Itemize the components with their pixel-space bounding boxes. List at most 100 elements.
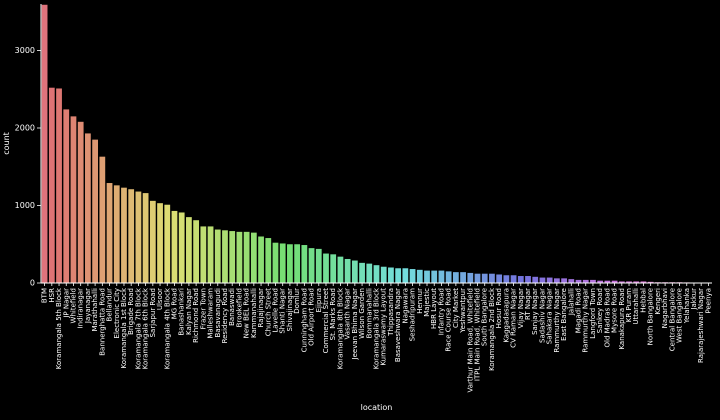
x-tick-label: Old Madras Road: [603, 288, 611, 348]
bar: [582, 279, 589, 283]
bar: [481, 273, 488, 283]
bar: [431, 270, 438, 283]
x-tick-label: Jeevan Bhima Nagar: [351, 288, 359, 361]
bar: [85, 133, 91, 283]
x-tick-label: Kengeri: [654, 288, 662, 315]
x-tick-label: Vijay Nagar: [517, 288, 525, 328]
x-tick-label: Seshadripuram: [409, 288, 417, 341]
x-tick-label: Rajarajeshwari Nagar: [697, 288, 705, 363]
x-tick-label: Sahakara Nagar: [546, 288, 554, 344]
y-tick-label: 3000: [15, 46, 35, 55]
x-tick-label: Rammurthy Nagar: [553, 288, 561, 353]
x-tick-label: Sadashiv Nagar: [538, 288, 546, 343]
bar: [323, 253, 329, 283]
x-tick-label: Hosur Road: [495, 288, 503, 328]
bar: [265, 238, 272, 283]
bar: [279, 243, 286, 283]
bar: [561, 278, 567, 283]
y-tick-label: 0: [30, 279, 35, 288]
bar: [460, 272, 466, 283]
bar: [207, 226, 214, 283]
bar: [568, 279, 575, 284]
x-tick-label: Vasanth Nagar: [344, 288, 352, 340]
x-tick-label: Rammurthy Nagar: [582, 288, 590, 353]
x-tick-label: Koramangala 4th Block: [163, 287, 171, 369]
x-tick-label: Shanti Nagar: [279, 288, 287, 334]
x-tick-label: Yelahanka: [683, 288, 691, 324]
bar: [611, 280, 618, 283]
bar: [121, 187, 127, 283]
bar: [539, 277, 546, 283]
x-tick-label: Basavanagudi: [214, 288, 222, 338]
x-tick-label: Yeshwantpur: [459, 288, 467, 334]
x-tick-label: Residency Road: [221, 288, 229, 343]
bar: [388, 267, 394, 283]
x-tick-label: Ejipura: [315, 288, 323, 312]
x-tick-label: Koramangala 2nd Block: [488, 287, 496, 371]
x-tick-label: Ulsoor: [156, 288, 164, 310]
x-tick-label: Whitefield: [69, 288, 77, 323]
bar: [214, 229, 221, 283]
bar: [308, 248, 315, 284]
x-tick-label: Jakkur: [690, 288, 698, 311]
y-axis-title: count: [2, 132, 11, 155]
bar: [402, 268, 409, 283]
x-tick-label: Koramangala 7th Block: [134, 287, 142, 369]
bar: [135, 191, 142, 283]
bar: [56, 88, 62, 283]
x-tick-label: Nagawara: [401, 288, 409, 323]
x-tick-label: Bommanahalli: [365, 288, 373, 338]
bar: [496, 274, 503, 283]
x-tick-label: Kammanahalli: [250, 288, 258, 338]
bar: [186, 217, 192, 284]
x-tick-label: Sanjay Nagar: [531, 288, 539, 335]
x-tick-label: Race Course Road: [445, 288, 453, 352]
x-tick-label: KR Puram: [625, 288, 633, 322]
bar: [597, 280, 604, 283]
bar: [164, 204, 171, 283]
x-tick-label: Shivajinagar: [286, 288, 294, 332]
x-tick-label: Church Street: [264, 288, 272, 337]
x-tick-label: Koramangala 6th Block: [142, 287, 150, 369]
x-tick-label: Kumaraswamy Layout: [380, 288, 388, 366]
bar: [142, 193, 149, 283]
x-tick-label: South Bangalore: [481, 288, 489, 346]
y-tick-label: 2000: [15, 124, 35, 133]
x-tick-label: West Bangalore: [676, 288, 684, 343]
x-tick-label: St. Marks Road: [329, 288, 337, 340]
x-tick-label: Jayanagar: [84, 288, 92, 324]
x-tick-label: Koramangala 1st Block: [120, 287, 128, 368]
x-tick-label: City Market: [452, 288, 460, 328]
bar: [229, 231, 236, 283]
bar: [200, 226, 207, 283]
bar: [315, 248, 322, 283]
bar: [633, 281, 640, 283]
bar: [337, 256, 344, 283]
bar: [546, 277, 553, 283]
bar: [452, 272, 459, 283]
x-tick-label: East Bangalore: [560, 288, 568, 341]
bar: [553, 278, 560, 283]
bar: [467, 272, 474, 283]
x-tick-label: MG Road: [170, 288, 178, 319]
x-tick-label: Banashankari: [178, 288, 186, 336]
bar: [604, 280, 611, 283]
bar: [474, 273, 481, 283]
x-tick-label: Brookefield: [235, 288, 243, 327]
bar: [149, 200, 156, 283]
x-tick-label: Bannerghatta Road: [98, 288, 106, 356]
x-tick-label: Koramangala 5th Block: [55, 287, 63, 369]
bar: [489, 273, 495, 283]
bar: [373, 265, 380, 283]
x-tick-label: BTM: [41, 288, 49, 303]
bar: [380, 266, 387, 283]
bar: [294, 244, 301, 283]
x-tick-label: Richmond Road: [192, 288, 200, 343]
bar: [92, 139, 98, 284]
x-tick-label: Electronic City: [113, 288, 121, 338]
x-tick-label: Koramangala 8th Block: [336, 287, 344, 369]
x-tick-label: Jalahalli: [567, 288, 575, 316]
x-tick-label: Banaswadi: [228, 288, 236, 326]
x-tick-label: Kanakapura Road: [618, 288, 626, 350]
